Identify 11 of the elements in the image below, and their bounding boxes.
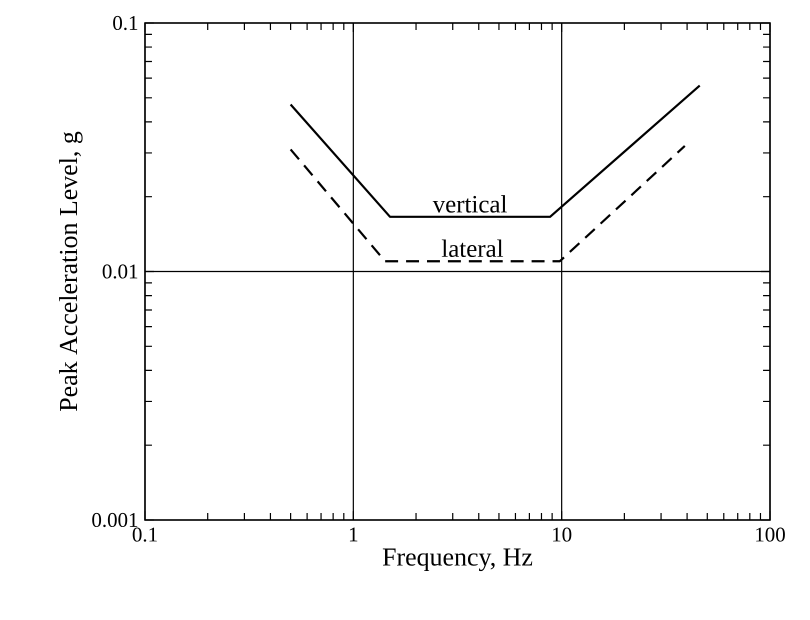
y-tick-label: 0.1 [113,16,138,30]
x-tick-label: 100 [756,528,785,542]
x-tick-label: 10 [553,528,572,542]
x-axis-title: Frequency, Hz [382,548,532,572]
x-tick-label: 0.1 [132,528,157,542]
series-label: lateral [442,240,504,258]
y-tick-label: 0.01 [102,264,138,279]
y-tick-label: 0.001 [92,512,138,528]
x-tick-label: 1 [350,528,358,542]
series-label: vertical [432,195,507,213]
y-axis-title: Peak Acceleration Level, g [59,132,83,411]
